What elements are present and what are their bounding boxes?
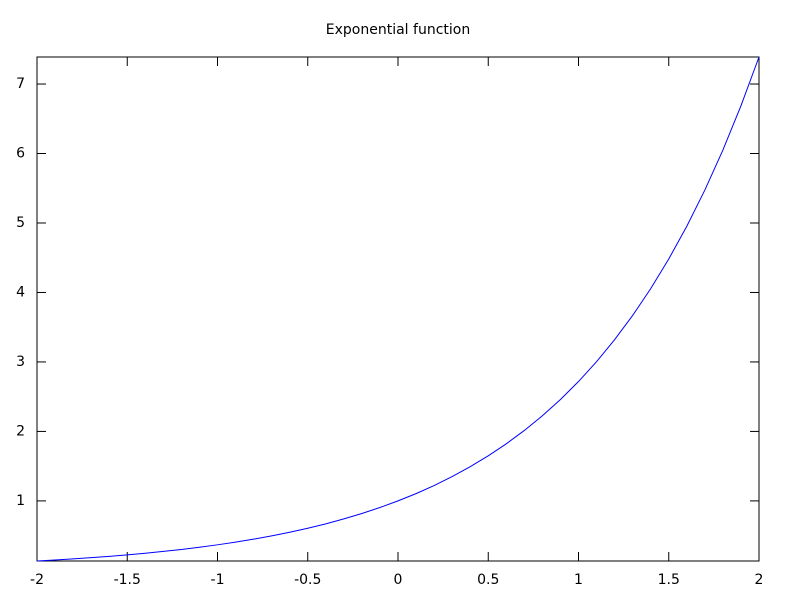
x-tick-label: -1 [211,572,225,588]
x-tick-label: -2 [30,572,44,588]
x-tick-label: 1 [574,572,583,588]
x-tick-label: 0 [394,572,403,588]
x-tick-label: 0.5 [477,572,499,588]
y-tick-label: 3 [16,354,25,370]
plot-frame [36,56,760,562]
x-tick-label: 1.5 [658,572,680,588]
y-tick-label: 2 [16,423,25,439]
y-tick-label: 6 [16,146,25,162]
y-tick-label: 7 [16,76,25,92]
y-tick-label: 4 [16,284,25,300]
chart-title: Exponential function [326,22,470,38]
x-tick-label: -1.5 [114,572,141,588]
y-tick-label: 1 [16,493,25,509]
y-tick-label: 5 [16,215,25,231]
x-tick-label: -0.5 [294,572,321,588]
series-line [36,56,760,562]
x-tick-label: 2 [755,572,764,588]
